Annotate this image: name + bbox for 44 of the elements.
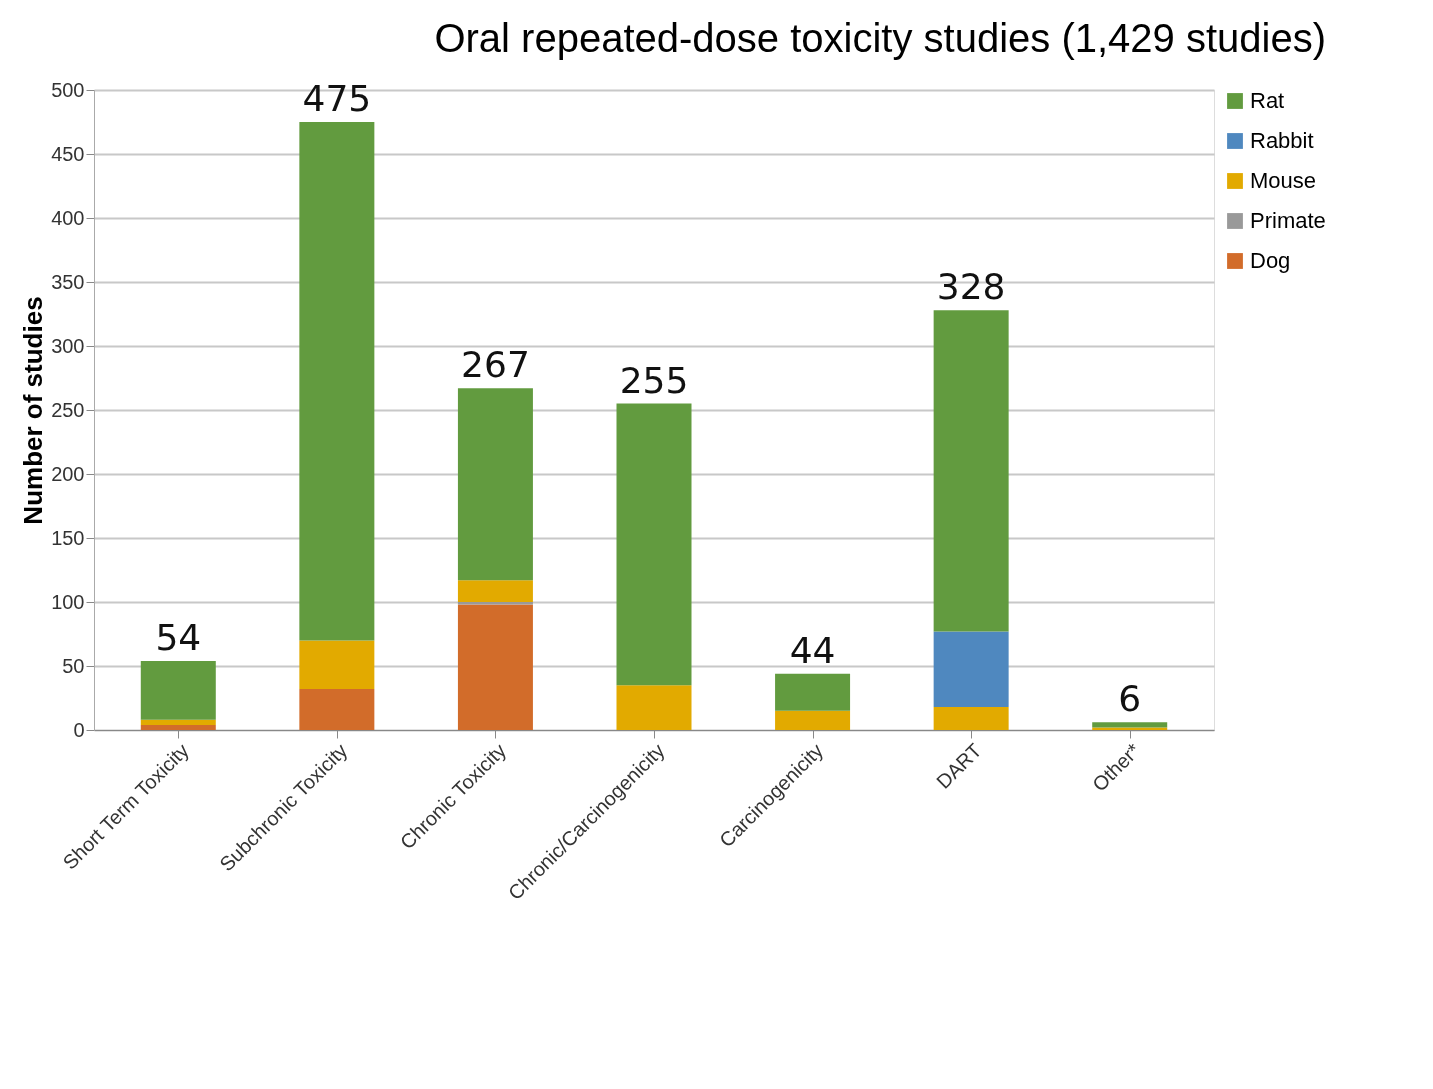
total-label: 475 — [302, 78, 372, 119]
bar — [140, 719, 216, 725]
total-label: 328 — [936, 266, 1006, 308]
bar — [616, 685, 692, 730]
y-tick-label: 0 — [73, 718, 85, 741]
total-label: 255 — [619, 359, 689, 401]
y-tick-label: 300 — [51, 334, 85, 357]
legend-label: Dog — [1250, 248, 1291, 273]
y-axis-title: Number of studies — [18, 296, 49, 525]
total-label: 267 — [461, 344, 530, 386]
bar — [457, 580, 533, 602]
bar — [933, 706, 1009, 730]
y-tick-label: 150 — [51, 526, 85, 549]
total-label: 6 — [1118, 678, 1142, 720]
legend-label: Rabbit — [1250, 128, 1314, 153]
bar — [299, 689, 375, 730]
total-label: 44 — [789, 629, 836, 671]
bar — [299, 640, 375, 690]
total-label: 54 — [155, 616, 202, 658]
y-tick-label: 250 — [51, 398, 85, 421]
legend-label: Rat — [1250, 88, 1285, 113]
bar — [457, 604, 533, 730]
bar — [1092, 727, 1168, 730]
legend-label: Mouse — [1250, 168, 1317, 193]
bar — [775, 673, 851, 711]
bar — [775, 710, 851, 730]
bar — [933, 631, 1009, 707]
y-tick-label: 450 — [51, 142, 85, 165]
y-tick-label: 350 — [51, 270, 85, 293]
bar — [933, 310, 1009, 632]
bar — [616, 403, 692, 686]
legend-label: Primate — [1250, 208, 1326, 233]
bar — [140, 660, 216, 720]
y-tick-label: 50 — [62, 654, 85, 677]
y-tick-label: 400 — [51, 206, 85, 229]
bar — [1092, 722, 1168, 728]
y-tick-label: 500 — [51, 78, 85, 101]
bar — [140, 724, 216, 730]
bar — [457, 602, 533, 605]
chart-title: Oral repeated-dose toxicity studies (1,429 studies) — [434, 16, 1326, 60]
bar — [457, 388, 533, 581]
bar — [299, 122, 375, 641]
y-tick-label: 200 — [51, 462, 85, 485]
y-tick-label: 100 — [51, 590, 85, 613]
